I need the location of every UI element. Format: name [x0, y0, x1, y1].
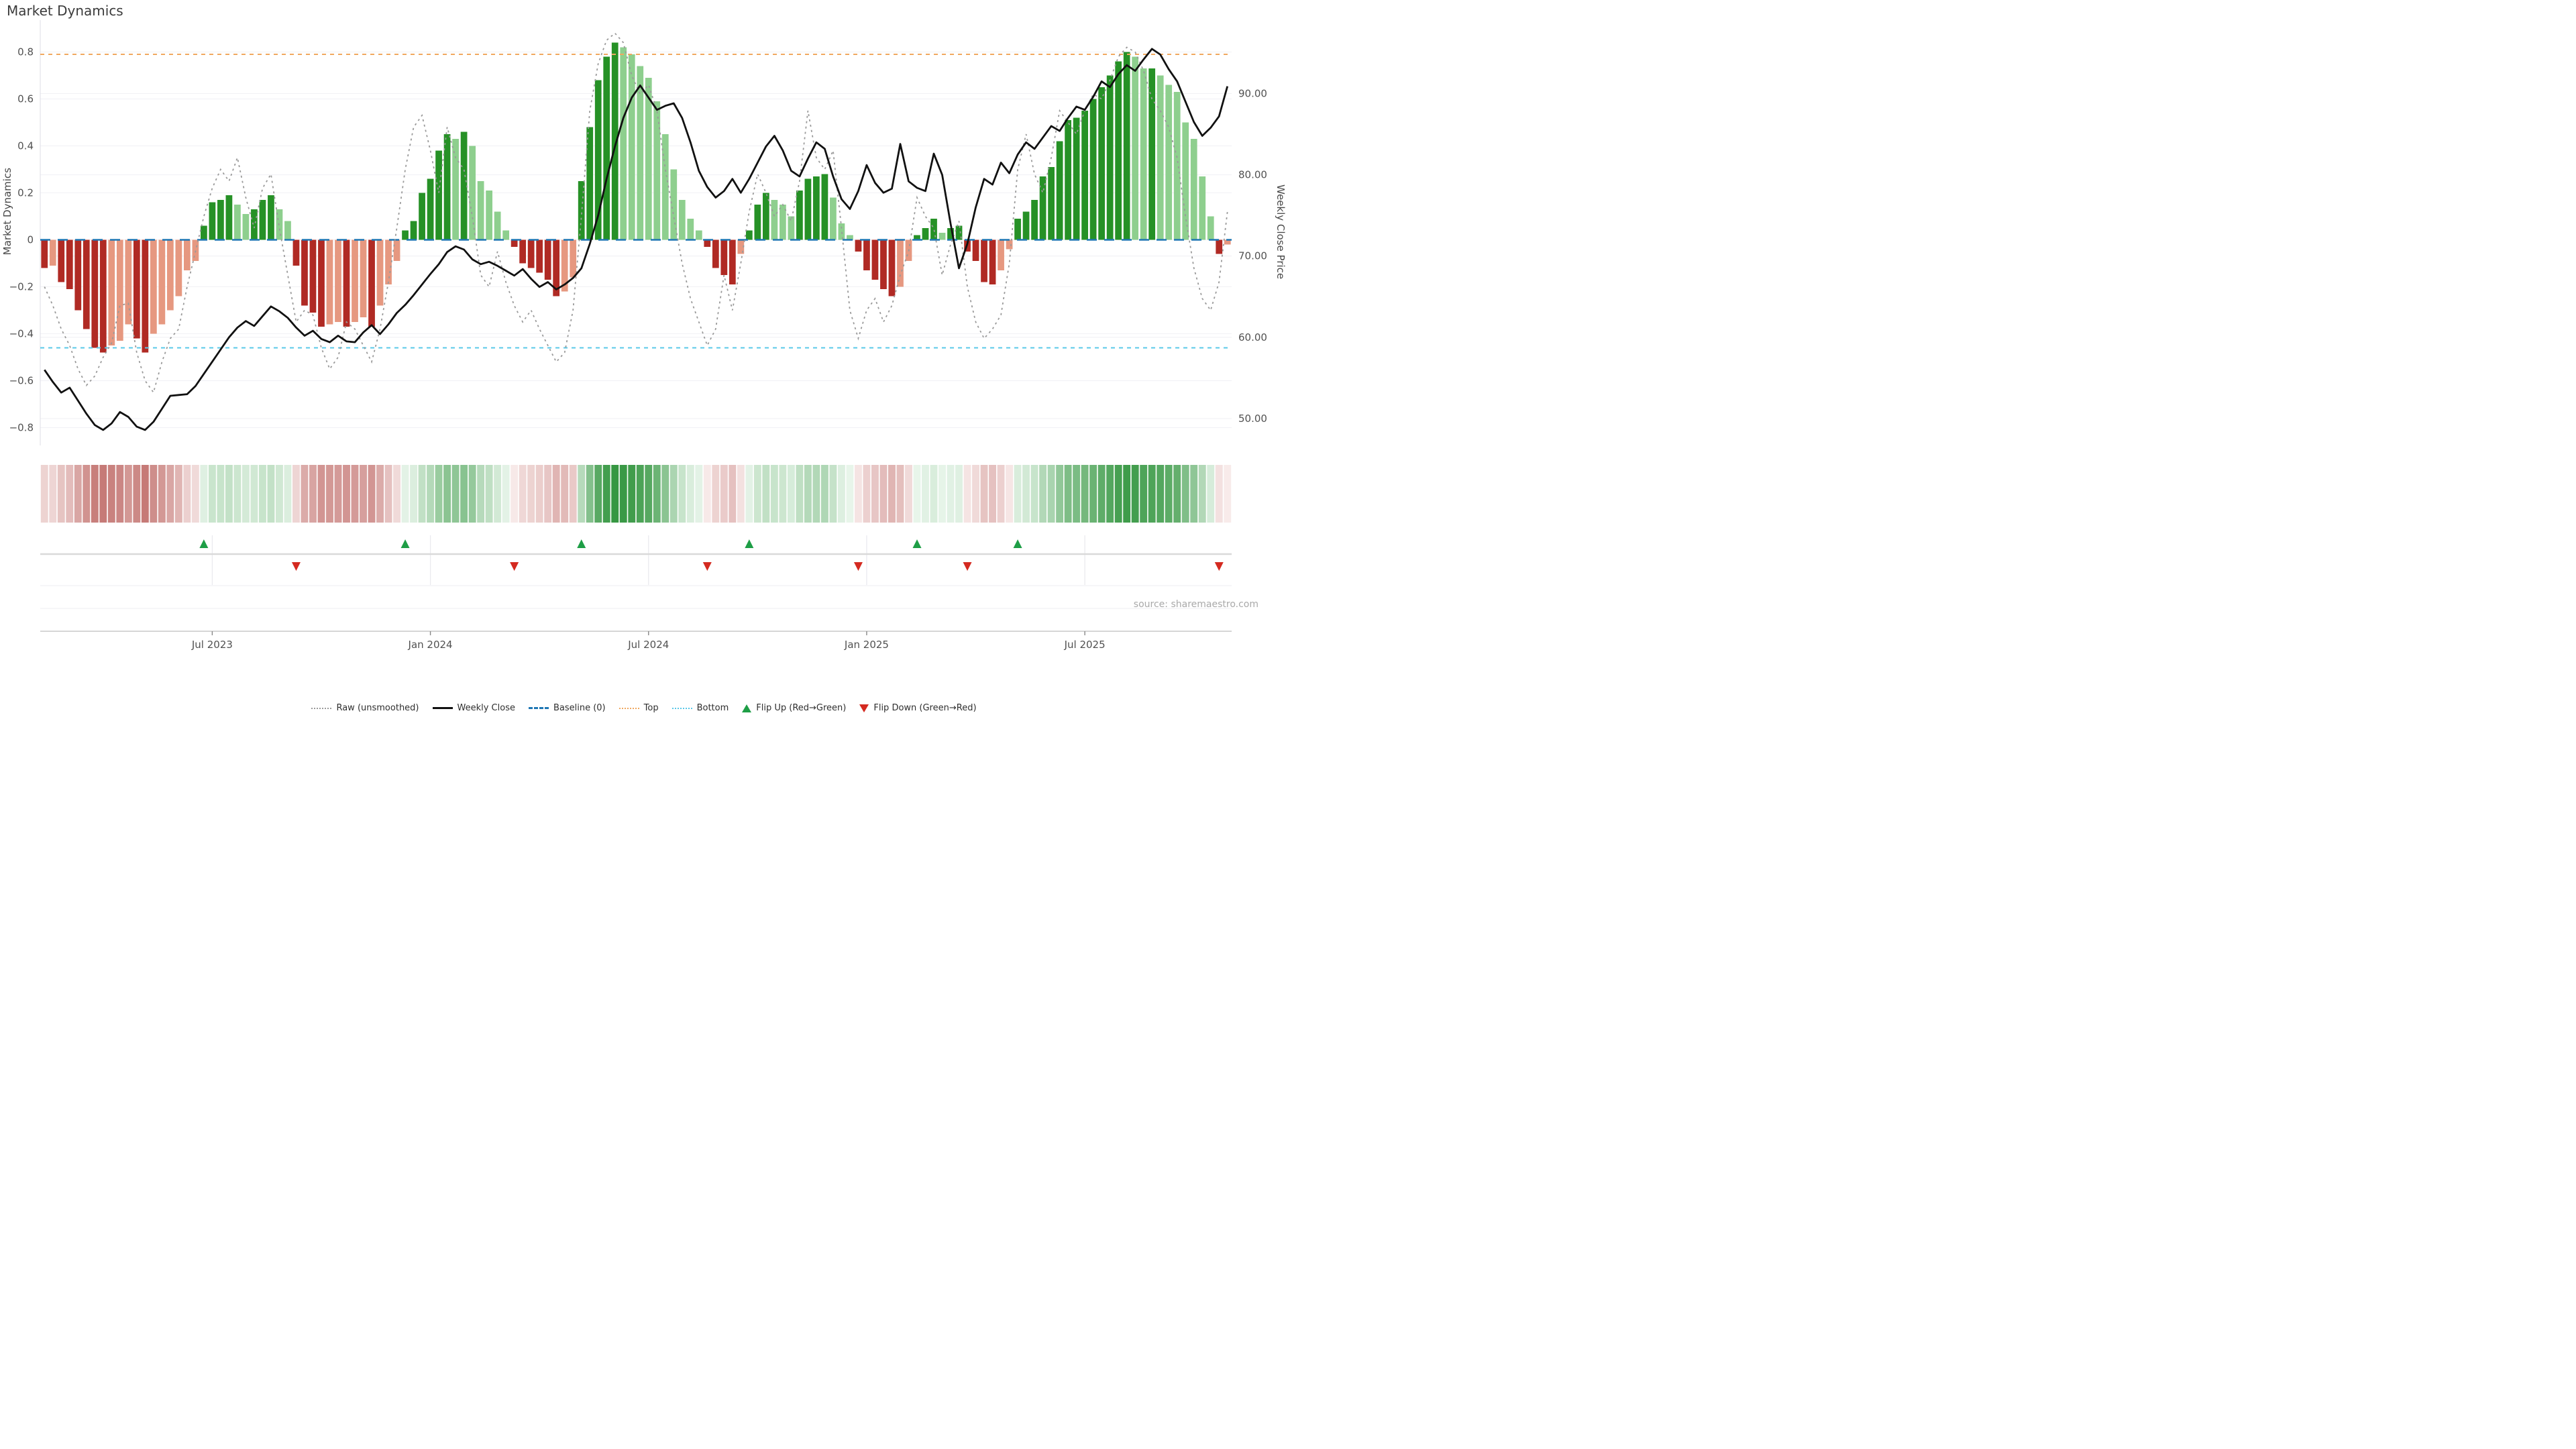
svg-text:60.00: 60.00 [1238, 331, 1267, 343]
legend-label: Flip Up (Red→Green) [756, 703, 847, 713]
svg-text:Jul 2024: Jul 2024 [627, 639, 669, 651]
chart-canvas: 0.8 0.6 0.4 0.2 0 −0.2 −0.4 −0.6 −0.8 90.00 80.00 7… [9, 20, 1267, 651]
legend-item-baseline: Baseline (0) [528, 703, 606, 713]
flip-down-triangle-icon [859, 704, 869, 712]
legend-label: Top [643, 703, 659, 713]
svg-text:0.6: 0.6 [17, 93, 34, 105]
app-root: Market Dynamics 0.8 0.6 0.4 0.2 0 −0.2 −0.4 −0.… [0, 0, 1288, 724]
svg-text:50.00: 50.00 [1238, 413, 1267, 425]
legend-label: Flip Down (Green→Red) [873, 703, 977, 713]
legend: Raw (unsmoothed) Weekly Close Baseline (… [0, 703, 1288, 713]
flip-up-triangle-icon [742, 704, 752, 712]
svg-text:90.00: 90.00 [1238, 88, 1267, 100]
baseline-line-icon [528, 707, 549, 709]
legend-item-flip-up: Flip Up (Red→Green) [742, 703, 846, 713]
right-tick-labels: 90.00 80.00 70.00 60.00 50.00 [1238, 88, 1267, 425]
legend-item-flip-down: Flip Down (Green→Red) [859, 703, 977, 713]
left-axis-label: Market Dynamics [1, 168, 13, 256]
legend-item-raw: Raw (unsmoothed) [311, 703, 419, 713]
bottom-line-icon [672, 707, 692, 709]
raw-line-icon [311, 707, 332, 709]
svg-text:Jan 2024: Jan 2024 [408, 639, 453, 651]
heatmap-strip [40, 465, 1232, 523]
svg-text:−0.6: −0.6 [9, 375, 34, 387]
x-tick-labels: Jul 2023 Jan 2024 Jul 2024 Jan 2025 Jul 2025 [191, 639, 1106, 651]
weekly-close-line-icon [432, 707, 453, 709]
svg-text:0.4: 0.4 [17, 140, 34, 152]
raw-line [44, 32, 1228, 394]
svg-text:0: 0 [27, 234, 34, 246]
svg-text:−0.4: −0.4 [9, 328, 34, 340]
svg-text:80.00: 80.00 [1238, 169, 1267, 181]
svg-text:Jul 2023: Jul 2023 [191, 639, 233, 651]
top-line-icon [619, 707, 639, 709]
oscillator-bars [41, 42, 1231, 353]
svg-text:0.2: 0.2 [17, 187, 34, 199]
flip-down-markers [291, 562, 1224, 571]
main-chart: 0.8 0.6 0.4 0.2 0 −0.2 −0.4 −0.6 −0.8 90.00 80.00 7… [0, 0, 1288, 724]
price-line [44, 48, 1229, 431]
svg-text:0.8: 0.8 [17, 46, 34, 58]
svg-text:70.00: 70.00 [1238, 250, 1267, 262]
chart-title: Market Dynamics [7, 3, 123, 19]
x-axis [40, 631, 1232, 635]
svg-text:Jul 2025: Jul 2025 [1064, 639, 1106, 651]
left-tick-labels: 0.8 0.6 0.4 0.2 0 −0.2 −0.4 −0.6 −0.8 [9, 46, 34, 434]
source-credit: source: sharemaestro.com [1133, 599, 1258, 610]
flip-up-markers [199, 539, 1022, 548]
legend-label: Weekly Close [457, 703, 515, 713]
svg-text:−0.2: −0.2 [9, 281, 34, 293]
legend-item-bottom: Bottom [672, 703, 729, 713]
marker-panel [40, 535, 1232, 609]
legend-label: Baseline (0) [553, 703, 606, 713]
legend-item-weekly-close: Weekly Close [432, 703, 515, 713]
gridlines [40, 20, 1232, 445]
svg-text:Jan 2025: Jan 2025 [844, 639, 889, 651]
legend-label: Bottom [696, 703, 729, 713]
legend-item-top: Top [619, 703, 659, 713]
right-axis-label: Weekly Close Price [1275, 184, 1287, 280]
legend-label: Raw (unsmoothed) [336, 703, 419, 713]
svg-text:−0.8: −0.8 [9, 422, 34, 434]
